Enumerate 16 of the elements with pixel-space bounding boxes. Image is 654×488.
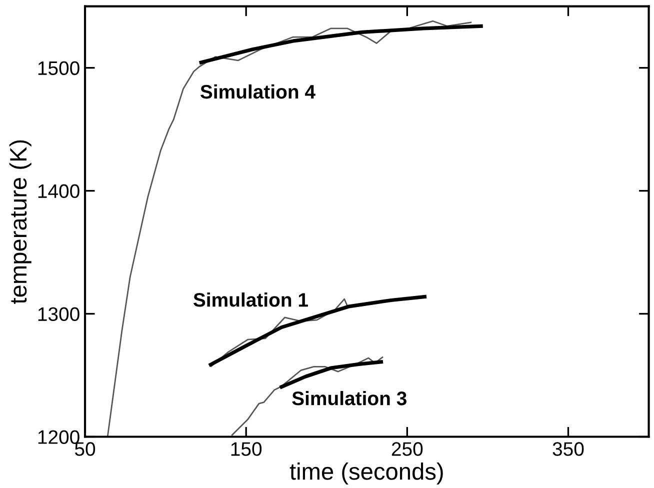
line-series: [106, 20, 472, 437]
y-tick-label: 1200: [38, 430, 80, 444]
series-label: Simulation 1: [193, 292, 308, 307]
x-tick-label: 50: [74, 442, 96, 456]
y-tick-label: 1300: [38, 307, 80, 322]
x-tick-label: 150: [231, 442, 262, 456]
y-axis-title: temperature (K): [9, 140, 32, 304]
line-series: [198, 24, 485, 65]
y-tick-label: 1500: [38, 61, 80, 76]
x-tick-label: 350: [552, 442, 584, 456]
series-label: Simulation 3: [292, 391, 406, 406]
line-series: [278, 360, 385, 390]
series-label: Simulation 4: [200, 84, 316, 99]
y-tick-label: 1400: [38, 184, 80, 198]
x-tick-label: 250: [392, 442, 423, 456]
x-axis-title: time (seconds): [290, 462, 443, 485]
